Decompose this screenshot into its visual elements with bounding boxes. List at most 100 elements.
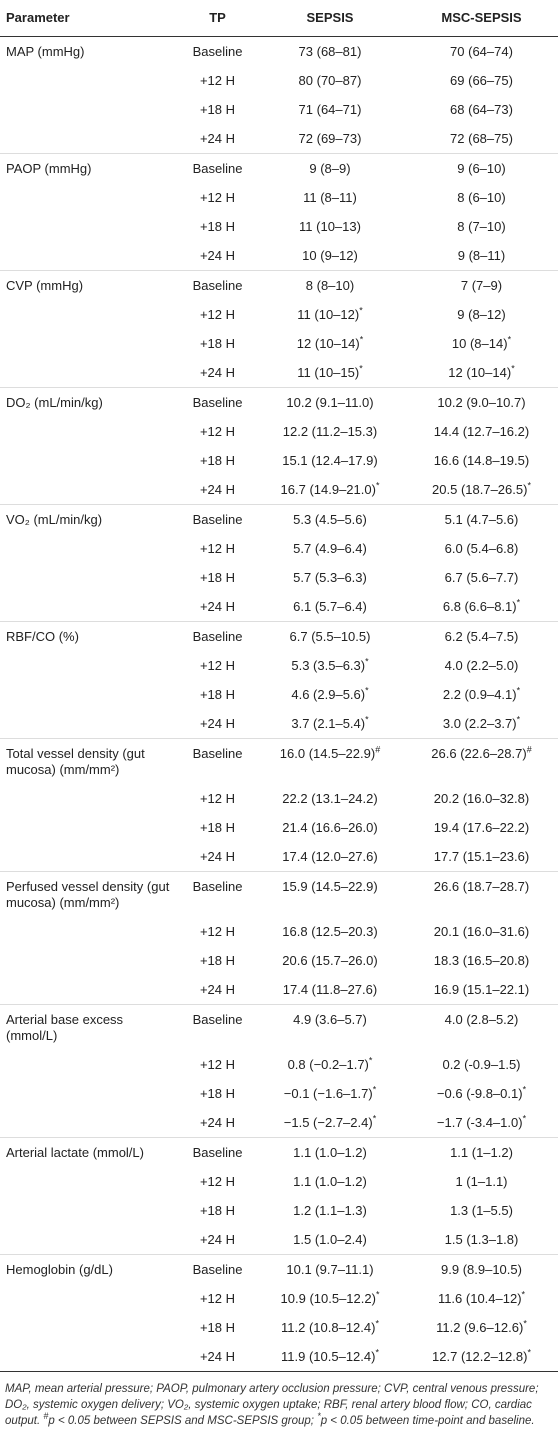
parameter-cell: Total vessel density (gut mucosa) (mm/mm…	[0, 738, 180, 784]
msc-cell: 4.0 (2.2–5.0)	[405, 651, 558, 680]
parameter-cell	[0, 124, 180, 154]
cell-value: 9 (8–12)	[457, 306, 506, 322]
cell-value: 20.5 (18.7–26.5)	[432, 481, 528, 497]
sepsis-cell: 6.7 (5.5–10.5)	[255, 621, 405, 651]
cell-value: 17.4 (11.8–27.6)	[282, 981, 378, 997]
parameter-cell	[0, 329, 180, 358]
cell-value: 10.1 (9.7–11.1)	[286, 1261, 374, 1277]
parameter-cell	[0, 709, 180, 739]
significance-mark: *	[527, 1347, 531, 1358]
timepoint-cell: +18 H	[199, 686, 236, 702]
msc-cell: 6.7 (5.6–7.7)	[405, 563, 558, 592]
table-row: +18 H 11.2 (10.8–12.4)* 11.2 (9.6–12.6)*	[0, 1313, 558, 1342]
cell-value: 1 (1–1.1)	[455, 1173, 508, 1189]
cell-value: 11 (10–15)	[297, 364, 360, 380]
msc-cell: 4.0 (2.8–5.2)	[405, 1004, 558, 1050]
msc-cell: 19.4 (17.6–22.2)	[405, 813, 558, 842]
cell-value: 72 (68–75)	[450, 130, 513, 146]
timepoint-cell: +24 H	[199, 715, 236, 731]
significance-mark: *	[507, 334, 512, 345]
timepoint-cell: +18 H	[199, 952, 236, 968]
table-row: +18 H 21.4 (16.6–26.0) 19.4 (17.6–22.2)	[0, 813, 558, 842]
timepoint-cell: +12 H	[199, 189, 236, 205]
parameter-cell: VO₂ (mL/min/kg)	[0, 504, 180, 534]
parameter-cell	[0, 813, 180, 842]
msc-cell: 11.6 (10.4–12)*	[405, 1284, 558, 1313]
sepsis-cell: 5.7 (4.9–6.4)	[255, 534, 405, 563]
sepsis-cell: 1.1 (1.0–1.2)	[255, 1167, 405, 1196]
cell-value: 11.2 (10.8–12.4)	[281, 1319, 376, 1335]
cell-value: 12.2 (11.2–15.3)	[282, 423, 378, 439]
timepoint-cell: +18 H	[199, 1202, 236, 1218]
sepsis-cell: 5.3 (4.5–5.6)	[255, 504, 405, 534]
cell-value: 1.5 (1.3–1.8)	[444, 1231, 519, 1247]
cell-value: 3.7 (2.1–5.4)	[291, 715, 366, 731]
cell-value: 10.9 (10.5–12.2)	[280, 1290, 376, 1306]
significance-mark: *	[375, 1347, 379, 1358]
msc-cell: 1 (1–1.1)	[405, 1167, 558, 1196]
cell-value: 20.1 (16.0–31.6)	[433, 923, 530, 939]
timepoint-cell: Baseline	[180, 1137, 255, 1167]
timepoint-cell: +24 H	[199, 247, 236, 263]
cell-value: 10.2 (9.1–11.0)	[286, 394, 374, 410]
timepoint-cell: Baseline	[180, 738, 255, 784]
column-header: Parameter	[0, 0, 180, 37]
parameter-cell	[0, 563, 180, 592]
parameter-cell	[0, 975, 180, 1005]
msc-cell: 11.2 (9.6–12.6)*	[405, 1313, 558, 1342]
timepoint-cell: Baseline	[192, 43, 243, 59]
column-header: MSC-SEPSIS	[405, 0, 558, 37]
sepsis-cell: 0.8 (−0.2–1.7)*	[255, 1050, 405, 1079]
cell-value: 10.2 (9.0–10.7)	[437, 394, 526, 410]
table-row: +12 H 22.2 (13.1–24.2) 20.2 (16.0–32.8)	[0, 784, 558, 813]
timepoint-cell: +18 H	[199, 569, 236, 585]
sepsis-cell: 11 (10–15)*	[255, 358, 405, 388]
cell-value: −0.1 (−1.6–1.7)	[283, 1085, 373, 1101]
sepsis-cell: 1.1 (1.0–1.2)	[255, 1137, 405, 1167]
timepoint-cell: +18 H	[199, 452, 236, 468]
table-head: Parameter TP SEPSIS MSC-SEPSIS	[0, 0, 558, 37]
cell-value: 16.7 (14.9–21.0)	[280, 481, 376, 497]
significance-mark: *	[516, 714, 521, 725]
cell-value: 1.1 (1.0–1.2)	[293, 1173, 367, 1189]
cell-value: 17.4 (12.0–27.6)	[282, 848, 378, 864]
significance-mark: *	[521, 1289, 526, 1300]
parameter-cell	[0, 946, 180, 975]
timepoint-cell: +12 H	[199, 923, 236, 939]
sepsis-cell: 16.8 (12.5–20.3)	[255, 917, 405, 946]
significance-mark: #	[375, 744, 381, 755]
timepoint-cell: +12 H	[199, 306, 236, 322]
cell-value: 80 (70–87)	[298, 72, 362, 88]
msc-cell: 69 (66–75)	[405, 66, 558, 95]
cell-value: 1.1 (1.0–1.2)	[293, 1144, 367, 1160]
cell-value: 22.2 (13.1–24.2)	[282, 790, 378, 806]
msc-cell: 12.7 (12.2–12.8)*	[405, 1342, 558, 1372]
parameter-cell	[0, 241, 180, 271]
parameter-cell	[0, 66, 180, 95]
sepsis-cell: 16.0 (14.5–22.9)#	[255, 738, 405, 784]
msc-cell: 20.2 (16.0–32.8)	[405, 784, 558, 813]
msc-cell: 17.7 (15.1–23.6)	[405, 842, 558, 872]
cell-value: 71 (64–71)	[298, 101, 362, 117]
msc-cell: 7 (7–9)	[405, 270, 558, 300]
parameter-cell	[0, 1342, 180, 1372]
significance-mark: *	[375, 1289, 380, 1300]
significance-mark: *	[522, 1113, 527, 1124]
sepsis-cell: 72 (69–73)	[255, 124, 405, 154]
sepsis-cell: 12.2 (11.2–15.3)	[255, 417, 405, 446]
timepoint-cell: +24 H	[199, 848, 236, 864]
timepoint-cell: +12 H	[199, 72, 236, 88]
cell-value: 11.2 (9.6–12.6)	[436, 1319, 524, 1335]
msc-cell: 10 (8–14)*	[405, 329, 558, 358]
sepsis-cell: −0.1 (−1.6–1.7)*	[255, 1079, 405, 1108]
cell-value: 11.6 (10.4–12)	[437, 1290, 522, 1306]
cell-value: 1.5 (1.0–2.4)	[293, 1231, 367, 1247]
cell-value: 20.6 (15.7–26.0)	[282, 952, 378, 968]
timepoint-cell: Baseline	[180, 270, 255, 300]
table-row: +18 H 1.2 (1.1–1.3) 1.3 (1–5.5)	[0, 1196, 558, 1225]
msc-cell: 72 (68–75)	[405, 124, 558, 154]
significance-mark: *	[359, 334, 364, 345]
timepoint-cell: +18 H	[199, 819, 236, 835]
sepsis-cell: 1.5 (1.0–2.4)	[255, 1225, 405, 1255]
significance-mark: *	[516, 685, 521, 696]
